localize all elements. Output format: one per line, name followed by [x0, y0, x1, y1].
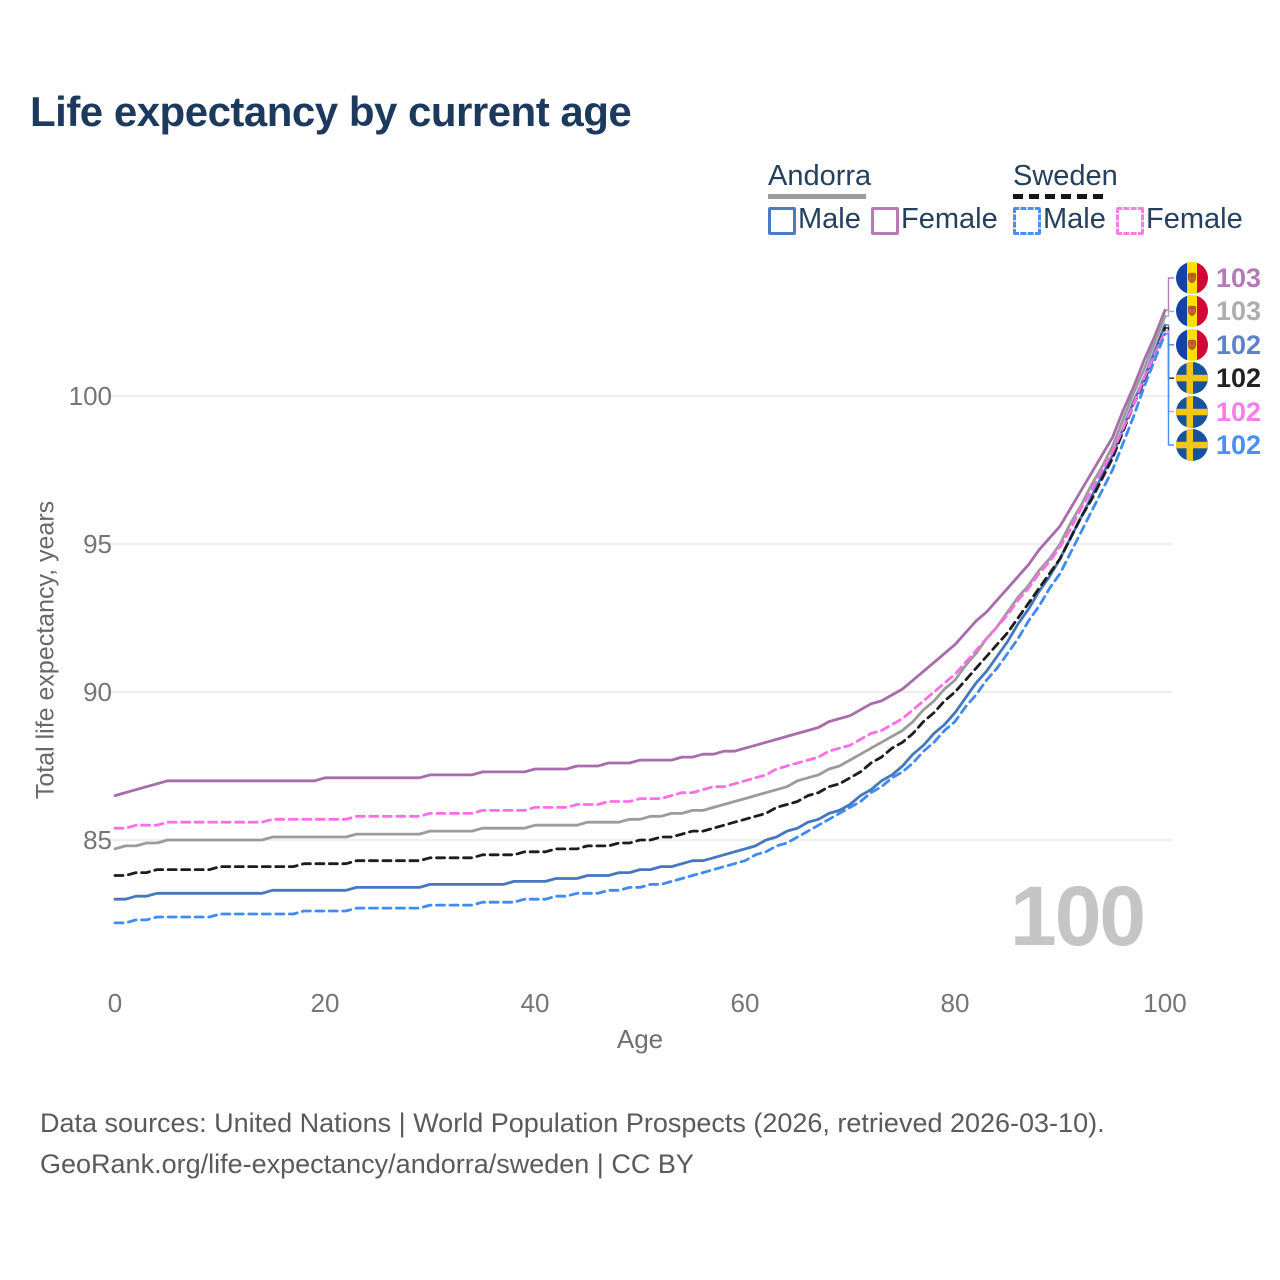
legend-sweden-female-label[interactable]: Female	[1146, 203, 1243, 235]
series-end-label-row-sweden-male: 102	[1176, 429, 1261, 461]
legend-andorra-title[interactable]: Andorra	[768, 160, 872, 192]
end-label-connector-andorra-total	[1165, 310, 1174, 317]
legend-sweden-male-label[interactable]: Male	[1043, 203, 1106, 235]
y-tick-85: 85	[83, 825, 112, 855]
legend-sweden-male-swatch[interactable]	[1013, 207, 1041, 235]
series-end-label-row-sweden-total: 102	[1176, 362, 1262, 395]
andorra-flag-icon	[1176, 262, 1208, 294]
y-tick-95: 95	[83, 529, 112, 559]
legend-andorra-male-label[interactable]: Male	[798, 203, 861, 235]
legend-andorra-female-label[interactable]: Female	[901, 203, 998, 235]
andorra-flag-icon	[1176, 328, 1208, 361]
legend-andorra-male-swatch[interactable]	[768, 207, 796, 235]
series-line-andorra-female	[113, 308, 1167, 797]
page-title: Life expectancy by current age	[30, 88, 632, 135]
end-value-label-sweden-female: 102	[1216, 396, 1262, 427]
andorra-flag-icon	[1176, 295, 1208, 328]
series-line-sweden-female	[113, 329, 1167, 830]
footer-attribution: GeoRank.org/life-expectancy/andorra/swed…	[40, 1149, 694, 1179]
current-age-watermark: 100	[1010, 869, 1146, 963]
series-line-sweden-total	[113, 326, 1167, 877]
x-tick-100: 100	[1143, 988, 1187, 1018]
end-label-connector-sweden-male	[1165, 333, 1174, 446]
series-end-label-row-sweden-female: 102	[1176, 395, 1262, 428]
series-end-label-row-andorra-female: 103	[1176, 262, 1261, 294]
x-axis-title: Age	[616, 1024, 664, 1054]
end-label-connector-sweden-total	[1165, 327, 1174, 379]
end-value-label-andorra-total: 103	[1216, 296, 1262, 327]
series-line-andorra-male	[113, 323, 1167, 901]
x-tick-40: 40	[520, 988, 550, 1018]
end-value-label-andorra-female: 103	[1216, 263, 1262, 293]
footer-data-sources: Data sources: United Nations | World Pop…	[40, 1108, 1105, 1138]
end-value-label-sweden-total: 102	[1216, 363, 1262, 394]
series-end-label-row-andorra-male: 102	[1176, 328, 1262, 361]
series-line-andorra-total	[113, 314, 1167, 851]
legend-sweden-title[interactable]: Sweden	[1013, 160, 1118, 192]
end-value-label-andorra-male: 102	[1216, 329, 1262, 360]
series-line-sweden-male	[113, 332, 1167, 925]
sweden-combined-line-swatch	[1013, 194, 1107, 199]
end-value-label-sweden-male: 102	[1216, 430, 1262, 460]
x-tick-60: 60	[730, 988, 760, 1018]
x-tick-0: 0	[107, 988, 123, 1018]
x-tick-80: 80	[940, 988, 970, 1018]
y-tick-100: 100	[68, 381, 112, 411]
sweden-flag-icon	[1176, 362, 1208, 395]
x-tick-20: 20	[310, 988, 340, 1018]
legend-andorra-female-swatch[interactable]	[871, 207, 899, 235]
andorra-combined-line-swatch	[768, 194, 866, 199]
series-end-label-row-andorra-total: 103	[1176, 295, 1262, 328]
sweden-flag-icon	[1176, 395, 1208, 428]
sweden-flag-icon	[1176, 429, 1208, 461]
legend-sweden-female-swatch[interactable]	[1116, 207, 1144, 235]
end-label-connector-sweden-female	[1165, 330, 1174, 413]
y-tick-90: 90	[83, 677, 112, 707]
end-label-connector-andorra-female	[1165, 277, 1174, 311]
